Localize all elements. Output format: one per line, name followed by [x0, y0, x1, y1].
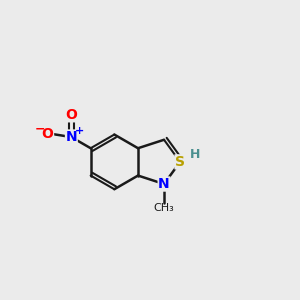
Text: H: H	[190, 148, 201, 161]
Text: +: +	[75, 125, 84, 136]
Text: O: O	[42, 127, 53, 141]
Text: O: O	[65, 108, 77, 122]
Text: N: N	[65, 130, 77, 144]
Text: N: N	[158, 177, 170, 191]
Text: S: S	[175, 155, 185, 169]
Text: CH₃: CH₃	[154, 203, 174, 213]
Text: −: −	[34, 122, 45, 135]
